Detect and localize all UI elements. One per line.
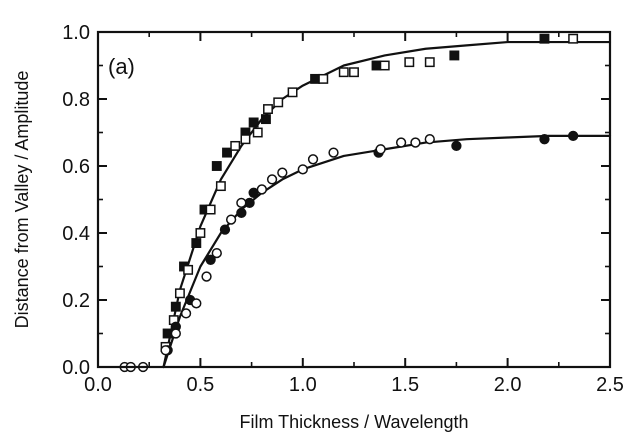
data-point-square-filled [248,117,259,128]
y-tick-label: 0.4 [62,223,90,245]
data-point-circle-open [201,271,212,282]
data-point-circle-filled [219,224,231,235]
data-point-circle-filled [236,207,247,219]
fit-curve [162,134,612,369]
x-tick-label: 2.5 [596,374,624,396]
y-tick-label: 1.0 [62,22,90,44]
data-point-square-filled [162,328,173,339]
ticks [97,31,611,368]
data-point-circle-filled [451,140,462,152]
x-tick-label: 1.0 [289,374,317,396]
data-point-circle-open [236,197,247,209]
x-tick-labels: 0.0 0.5 1.0 1.5 2.0 2.5 [84,374,624,396]
data-point-circle-open [170,328,181,339]
data-point-square-open [404,57,415,68]
data-point-circle-open [307,154,319,165]
data-point-square-filled [310,73,321,84]
panel-label: (a) [108,54,135,79]
data-point-square-open [424,57,435,68]
data-point-circle-open [375,144,386,155]
data-point-circle-open [328,147,339,158]
data-point-circle-filled [205,254,216,265]
data-point-square-filled [539,33,550,44]
x-tick-label: 0.0 [84,374,112,396]
x-axis-title: Film Thickness / Wavelength [239,412,468,432]
fit-curves [162,40,612,369]
x-tick-label: 0.5 [186,374,214,396]
data-point-square-open [240,134,251,145]
data-point-square-filled [222,147,232,158]
data-point-circle-open [160,345,171,356]
data-point-circle-filled [567,130,579,142]
y-tick-label: 0.8 [62,89,90,111]
x-tick-label: 2.0 [494,374,522,396]
data-point-square-open [349,67,359,78]
data-point-square-filled [260,114,271,125]
data-point-circle-open [266,174,278,185]
data-point-square-open [215,181,226,192]
y-tick-labels: 0.0 0.2 0.4 0.6 0.8 1.0 [62,22,90,379]
data-point-square-open [252,127,263,138]
data-point-square-open [287,87,298,98]
fit-curve [162,40,612,369]
data-point-square-open [183,264,194,275]
data-point-circle-open [410,137,421,148]
data-point-square-open [273,97,284,108]
data-point-circle-open [211,247,222,259]
data-point-square-filled [211,161,222,171]
data-point-square-open [230,140,241,151]
data-point-circle-open [256,184,267,195]
data-points [119,33,579,373]
y-tick-label: 0.2 [62,290,90,312]
y-tick-label: 0.0 [62,357,90,379]
data-point-circle-open [395,137,407,148]
data-point-circle-open [424,134,435,145]
data-point-square-open [195,228,206,238]
data-point-circle-open [180,308,192,319]
x-tick-label: 1.5 [391,374,419,396]
data-point-square-filled [449,50,460,61]
plot-area [119,33,612,373]
data-point-square-open [568,33,579,44]
data-point-circle-filled [539,134,550,145]
data-point-square-open [338,67,349,78]
y-tick-label: 0.6 [62,156,90,178]
y-axis-title: Distance from Valley / Amplitude [12,71,32,329]
data-point-circle-open [297,164,308,175]
data-point-square-open [379,60,390,71]
data-point-square-filled [170,301,181,312]
data-point-square-filled [191,238,202,249]
data-point-square-filled [371,60,382,71]
data-point-circle-open [225,214,237,225]
data-point-square-open [174,288,185,299]
data-point-circle-open [277,167,288,178]
data-point-square-open [263,104,273,114]
data-point-circle-open [191,298,202,309]
data-point-square-open [318,73,329,84]
data-point-square-open [205,204,216,215]
